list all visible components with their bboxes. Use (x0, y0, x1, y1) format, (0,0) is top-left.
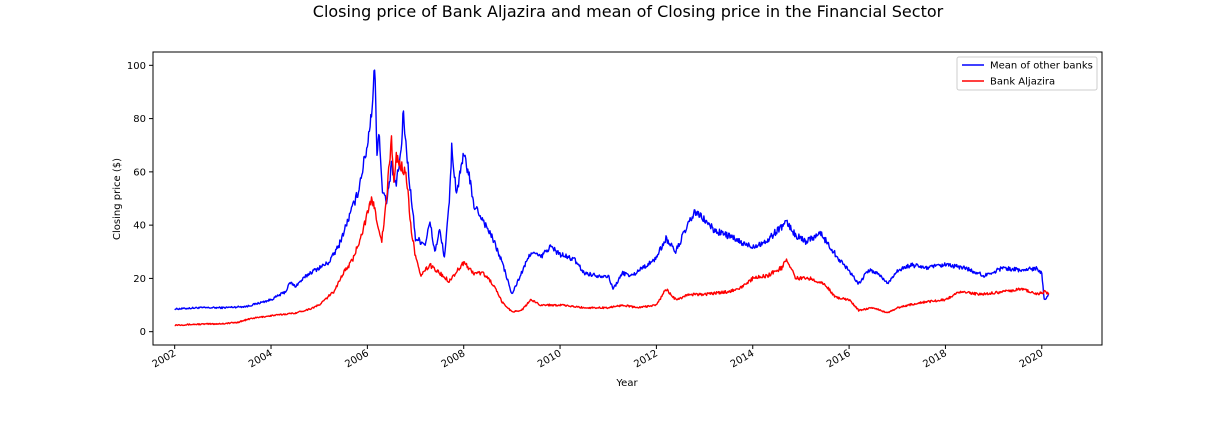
x-tick-label: 2020 (1018, 348, 1046, 370)
x-tick-label: 2012 (632, 348, 660, 370)
x-tick-label: 2008 (440, 348, 468, 370)
series-line (174, 135, 1050, 327)
x-tick-label: 2002 (151, 348, 179, 370)
legend: Mean of other banks Bank Aljazira (956, 56, 1098, 91)
x-tick-label: 2014 (729, 348, 757, 370)
x-axis: 2002 2004 2006 2008 2010 2012 2014 2016 2018 2020 (151, 345, 1046, 370)
x-tick-label: 2010 (536, 348, 564, 370)
series-layer (174, 69, 1050, 327)
x-tick-label: 2016 (825, 348, 853, 370)
legend-box (956, 56, 1098, 91)
x-axis-label: Year (615, 378, 638, 389)
plot-frame (152, 51, 1103, 346)
y-axis: 0 20 40 60 80 100 (127, 61, 153, 338)
y-tick-label: 0 (140, 327, 146, 338)
x-tick-label: 2006 (343, 348, 371, 370)
x-tick-label: 2004 (247, 348, 275, 370)
y-tick-label: 20 (133, 274, 146, 285)
y-tick-label: 100 (127, 61, 146, 72)
y-tick-label: 60 (133, 167, 146, 178)
y-tick-label: 80 (133, 114, 146, 125)
legend-label: Bank Aljazira (990, 77, 1055, 88)
y-axis-label: Closing price ($) (112, 158, 123, 240)
chart-title: Closing price of Bank Aljazira and mean … (312, 2, 944, 21)
x-tick-label: 2018 (921, 348, 949, 370)
y-tick-label: 40 (133, 221, 146, 232)
series-line (174, 69, 1050, 311)
legend-label: Mean of other banks (990, 61, 1093, 72)
